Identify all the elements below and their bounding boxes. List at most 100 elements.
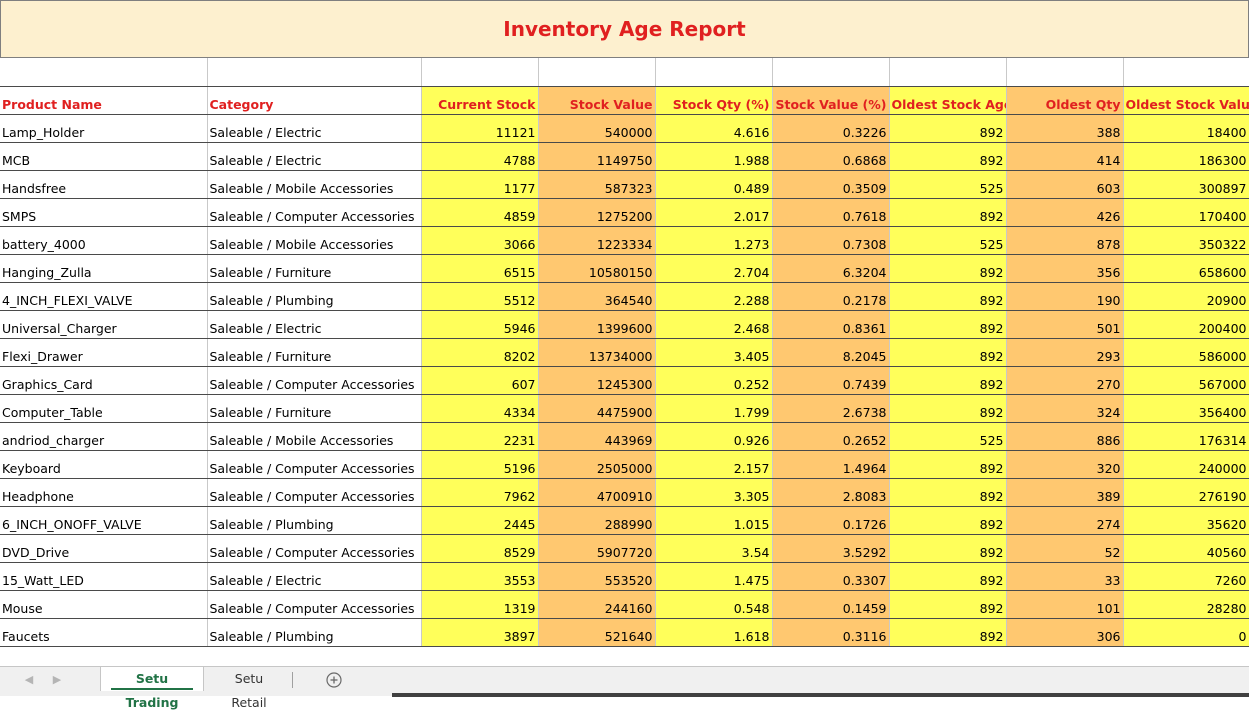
cell[interactable]: [538, 58, 656, 87]
table-cell[interactable]: Handsfree: [0, 170, 208, 199]
table-cell[interactable]: 3066: [421, 226, 539, 255]
cell[interactable]: [1006, 58, 1124, 87]
table-cell[interactable]: 13734000: [538, 338, 656, 367]
cell[interactable]: [1123, 58, 1249, 87]
table-cell[interactable]: 5907720: [538, 534, 656, 563]
cell[interactable]: [207, 58, 422, 87]
table-cell[interactable]: 0.3307: [772, 562, 890, 591]
table-cell[interactable]: 3897: [421, 618, 539, 647]
table-cell[interactable]: 1.273: [655, 226, 773, 255]
table-cell[interactable]: Saleable / Plumbing: [207, 618, 422, 647]
column-header[interactable]: Category: [207, 86, 422, 115]
column-header[interactable]: Product Name: [0, 86, 208, 115]
table-cell[interactable]: 2231: [421, 422, 539, 451]
table-cell[interactable]: 186300: [1123, 142, 1249, 171]
table-cell[interactable]: 389: [1006, 478, 1124, 507]
table-cell[interactable]: 20900: [1123, 282, 1249, 311]
horizontal-scrollbar[interactable]: [392, 693, 1249, 697]
table-cell[interactable]: 35620: [1123, 506, 1249, 535]
table-cell[interactable]: 4700910: [538, 478, 656, 507]
table-cell[interactable]: Faucets: [0, 618, 208, 647]
table-cell[interactable]: 892: [889, 590, 1007, 619]
table-cell[interactable]: 6_INCH_ONOFF_VALVE: [0, 506, 208, 535]
table-cell[interactable]: 4475900: [538, 394, 656, 423]
table-cell[interactable]: 324: [1006, 394, 1124, 423]
table-cell[interactable]: 0.926: [655, 422, 773, 451]
table-cell[interactable]: 306: [1006, 618, 1124, 647]
table-cell[interactable]: 388: [1006, 114, 1124, 143]
table-cell[interactable]: Saleable / Furniture: [207, 394, 422, 423]
table-cell[interactable]: 892: [889, 282, 1007, 311]
table-cell[interactable]: 356: [1006, 254, 1124, 283]
table-cell[interactable]: 7260: [1123, 562, 1249, 591]
table-cell[interactable]: 892: [889, 534, 1007, 563]
table-cell[interactable]: 892: [889, 254, 1007, 283]
table-cell[interactable]: 892: [889, 142, 1007, 171]
table-cell[interactable]: 8202: [421, 338, 539, 367]
table-cell[interactable]: Universal_Charger: [0, 310, 208, 339]
table-cell[interactable]: Saleable / Mobile Accessories: [207, 422, 422, 451]
table-cell[interactable]: 0.3509: [772, 170, 890, 199]
table-cell[interactable]: 52: [1006, 534, 1124, 563]
table-cell[interactable]: 2.017: [655, 198, 773, 227]
table-cell[interactable]: MCB: [0, 142, 208, 171]
table-cell[interactable]: 586000: [1123, 338, 1249, 367]
table-cell[interactable]: 0.1459: [772, 590, 890, 619]
table-cell[interactable]: 603: [1006, 170, 1124, 199]
table-cell[interactable]: 190: [1006, 282, 1124, 311]
table-cell[interactable]: Saleable / Computer Accessories: [207, 450, 422, 479]
table-cell[interactable]: 892: [889, 562, 1007, 591]
table-cell[interactable]: 567000: [1123, 366, 1249, 395]
chevron-left-icon[interactable]: ◀: [24, 673, 34, 686]
table-cell[interactable]: 878: [1006, 226, 1124, 255]
table-cell[interactable]: 274: [1006, 506, 1124, 535]
table-cell[interactable]: Saleable / Computer Accessories: [207, 590, 422, 619]
table-cell[interactable]: 7962: [421, 478, 539, 507]
table-cell[interactable]: Saleable / Electric: [207, 310, 422, 339]
table-cell[interactable]: 5512: [421, 282, 539, 311]
table-cell[interactable]: Lamp_Holder: [0, 114, 208, 143]
table-cell[interactable]: 4859: [421, 198, 539, 227]
table-cell[interactable]: 587323: [538, 170, 656, 199]
table-cell[interactable]: 2.6738: [772, 394, 890, 423]
table-cell[interactable]: 892: [889, 506, 1007, 535]
table-cell[interactable]: Saleable / Mobile Accessories: [207, 170, 422, 199]
table-cell[interactable]: Saleable / Furniture: [207, 254, 422, 283]
column-header[interactable]: Stock Value: [538, 86, 656, 115]
table-cell[interactable]: Flexi_Drawer: [0, 338, 208, 367]
table-cell[interactable]: 540000: [538, 114, 656, 143]
table-cell[interactable]: 8.2045: [772, 338, 890, 367]
table-cell[interactable]: 886: [1006, 422, 1124, 451]
table-cell[interactable]: 892: [889, 394, 1007, 423]
table-cell[interactable]: 5196: [421, 450, 539, 479]
table-cell[interactable]: 0: [1123, 618, 1249, 647]
table-cell[interactable]: andriod_charger: [0, 422, 208, 451]
table-cell[interactable]: 0.548: [655, 590, 773, 619]
table-cell[interactable]: 200400: [1123, 310, 1249, 339]
table-cell[interactable]: 2.8083: [772, 478, 890, 507]
table-cell[interactable]: 0.252: [655, 366, 773, 395]
table-cell[interactable]: 2.288: [655, 282, 773, 311]
table-cell[interactable]: 0.2178: [772, 282, 890, 311]
table-cell[interactable]: 607: [421, 366, 539, 395]
table-cell[interactable]: 270: [1006, 366, 1124, 395]
tab-setu-trading[interactable]: Setu Trading: [100, 667, 204, 710]
table-cell[interactable]: 364540: [538, 282, 656, 311]
table-cell[interactable]: 4_INCH_FLEXI_VALVE: [0, 282, 208, 311]
table-cell[interactable]: 2.468: [655, 310, 773, 339]
table-cell[interactable]: 1223334: [538, 226, 656, 255]
table-cell[interactable]: 1177: [421, 170, 539, 199]
table-cell[interactable]: 553520: [538, 562, 656, 591]
column-header[interactable]: Current Stock: [421, 86, 539, 115]
table-cell[interactable]: 0.7308: [772, 226, 890, 255]
table-cell[interactable]: 892: [889, 198, 1007, 227]
table-cell[interactable]: 892: [889, 338, 1007, 367]
table-cell[interactable]: 2505000: [538, 450, 656, 479]
cell[interactable]: [655, 58, 773, 87]
table-cell[interactable]: 176314: [1123, 422, 1249, 451]
table-cell[interactable]: 276190: [1123, 478, 1249, 507]
table-cell[interactable]: Graphics_Card: [0, 366, 208, 395]
table-cell[interactable]: Saleable / Electric: [207, 562, 422, 591]
cell[interactable]: [421, 58, 539, 87]
table-cell[interactable]: Saleable / Electric: [207, 142, 422, 171]
